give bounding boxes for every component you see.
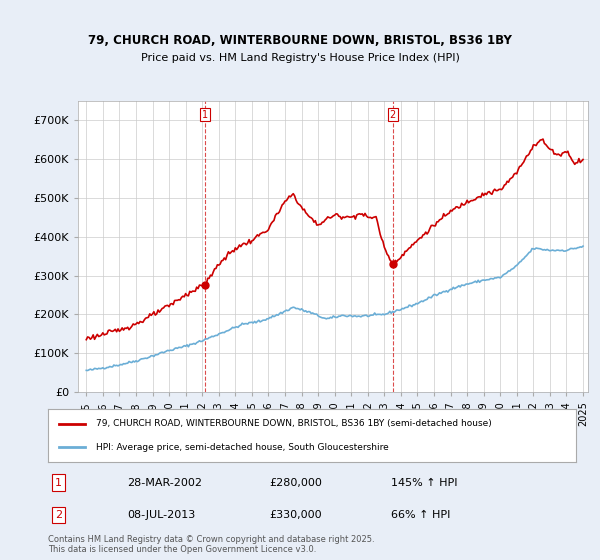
Text: £280,000: £280,000 — [270, 478, 323, 488]
Text: 2: 2 — [55, 510, 62, 520]
Text: 145% ↑ HPI: 145% ↑ HPI — [391, 478, 458, 488]
Text: 08-JUL-2013: 08-JUL-2013 — [127, 510, 196, 520]
Text: 66% ↑ HPI: 66% ↑ HPI — [391, 510, 451, 520]
Text: Price paid vs. HM Land Registry's House Price Index (HPI): Price paid vs. HM Land Registry's House … — [140, 53, 460, 63]
Text: 79, CHURCH ROAD, WINTERBOURNE DOWN, BRISTOL, BS36 1BY: 79, CHURCH ROAD, WINTERBOURNE DOWN, BRIS… — [88, 34, 512, 46]
Text: Contains HM Land Registry data © Crown copyright and database right 2025.
This d: Contains HM Land Registry data © Crown c… — [48, 535, 374, 554]
Text: HPI: Average price, semi-detached house, South Gloucestershire: HPI: Average price, semi-detached house,… — [95, 442, 388, 451]
Text: 79, CHURCH ROAD, WINTERBOURNE DOWN, BRISTOL, BS36 1BY (semi-detached house): 79, CHURCH ROAD, WINTERBOURNE DOWN, BRIS… — [95, 419, 491, 428]
Text: 28-MAR-2002: 28-MAR-2002 — [127, 478, 202, 488]
Text: 2: 2 — [389, 110, 396, 119]
Text: £330,000: £330,000 — [270, 510, 322, 520]
Text: 1: 1 — [202, 110, 208, 119]
Text: 1: 1 — [55, 478, 62, 488]
